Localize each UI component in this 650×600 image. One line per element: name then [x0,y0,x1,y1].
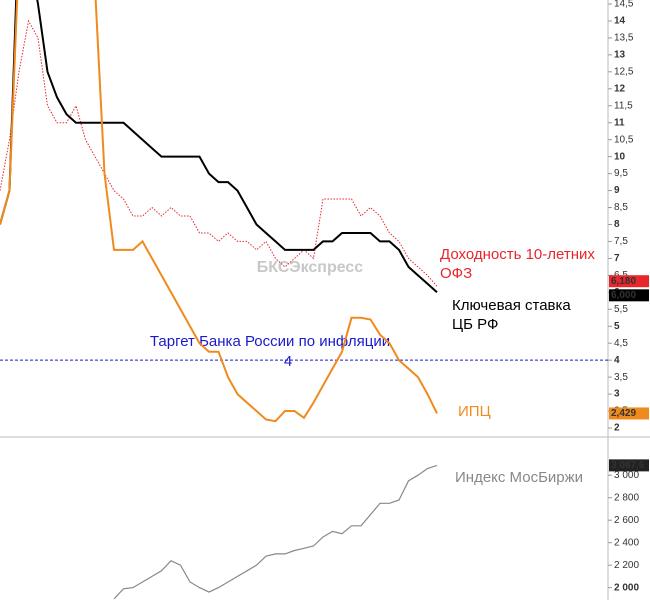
y-tick-label: 9 [614,185,620,196]
target-label: Таргет Банка России по инфляции [150,333,390,350]
y-tick-label: 9,5 [614,168,628,179]
series-line [0,0,438,294]
series-label: ИПЦ [458,403,491,420]
y-tick-label: 8 [614,219,620,230]
last-value-box [609,407,649,420]
y-tick-label: 12 [614,83,626,94]
last-value-box [609,289,649,302]
y2-tick-label: 3 000 [614,470,639,481]
y-tick-label: 7 [614,253,620,264]
y2-tick-label: 2 400 [614,537,639,548]
last-value-box [609,275,649,288]
last-value-label: 2,429 [611,408,636,419]
series-label: Доходность 10-летних ОФЗ [440,246,595,282]
last-value-box [609,459,649,472]
series-line [113,464,438,600]
y2-tick-label: 2 800 [614,492,639,503]
y-tick-label: 13 [614,50,626,61]
y-tick-label: 7,5 [614,236,628,247]
y-tick-label: 2 [614,423,620,434]
y-tick-label: 10,5 [614,134,634,145]
series-label: Индекс МосБиржи [455,469,583,486]
y-tick-label: 4,5 [614,338,628,349]
bottom-panel [113,464,438,600]
y-tick-label: 4 [614,355,620,366]
y-tick-label: 12,5 [614,66,634,77]
y-tick-label: 8,5 [614,202,628,213]
top-panel [0,0,438,423]
y2-tick-label: 2 000 [614,582,639,593]
series-line [0,19,438,287]
y-tick-label: 5,5 [614,304,628,315]
watermark: БКСЭкспресс [257,259,364,276]
series-line [0,0,438,423]
y-tick-label: 11,5 [614,100,633,111]
last-value-label: 3 087,6 [611,460,645,471]
y2-tick-label: 2 200 [614,560,639,571]
y-tick-label: 3 [614,389,620,400]
last-value-label: 6,000 [611,290,636,301]
y-tick-label: 14,5 [614,0,634,10]
y-tick-label: 11 [614,117,625,128]
y-tick-label: 5 [614,321,620,332]
y2-tick-label: 2 600 [614,515,639,526]
target-value: 4 [284,353,292,370]
last-value-label: 6,180 [611,276,636,287]
y-tick-label: 10 [614,151,626,162]
y-tick-label: 14 [614,16,626,27]
y-tick-label: 13,5 [614,33,634,44]
y-tick-label: 3,5 [614,372,628,383]
series-label: Ключевая ставка ЦБ РФ [452,297,571,333]
